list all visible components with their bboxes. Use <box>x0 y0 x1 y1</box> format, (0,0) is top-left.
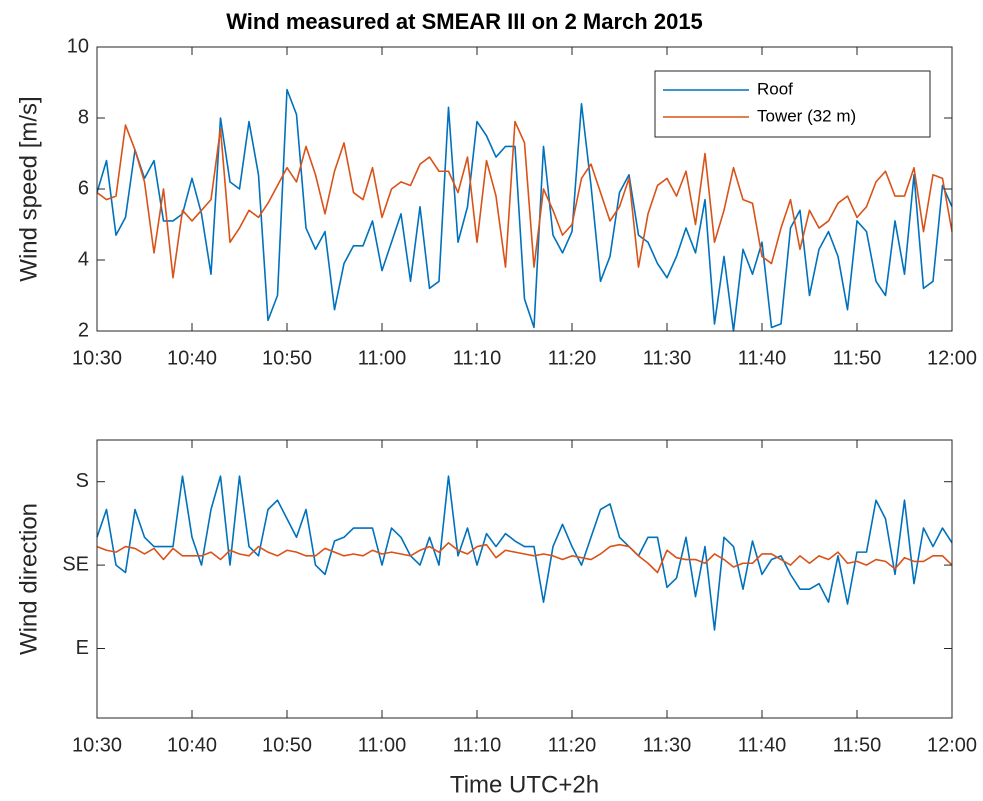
plot-area <box>97 440 952 718</box>
x-axis-label: Time UTC+2h <box>450 771 599 798</box>
x-tick-label: 11:40 <box>738 734 787 756</box>
x-tick-label: 11:50 <box>833 347 882 369</box>
y-axis-label: Wind speed [m/s] <box>15 96 42 281</box>
x-tick-label: 11:10 <box>453 734 502 756</box>
chart-title: Wind measured at SMEAR III on 2 March 20… <box>226 9 703 34</box>
x-tick-label: 11:20 <box>548 347 597 369</box>
axes-box <box>96 439 953 719</box>
y-tick-label: 8 <box>78 106 89 128</box>
y-tick-label: S <box>76 470 89 492</box>
data-line <box>96 542 953 574</box>
legend: Roof Tower (32 m) <box>654 70 931 138</box>
y-tick-label: E <box>76 637 89 659</box>
y-tick-label: 4 <box>78 248 89 270</box>
x-tick-label: 11:00 <box>358 347 407 369</box>
data-line <box>96 475 953 631</box>
x-tick-label: 11:20 <box>548 734 597 756</box>
x-tick-label: 11:30 <box>643 347 692 369</box>
data-line <box>96 88 953 332</box>
y-tick-label: 10 <box>67 35 89 57</box>
legend-box <box>654 70 931 138</box>
x-tick-label: 11:50 <box>833 734 882 756</box>
y-tick-label: 2 <box>78 319 89 341</box>
x-tick-label: 11:30 <box>643 734 692 756</box>
x-tick-label: 10:30 <box>72 734 122 756</box>
x-tick-label: 10:50 <box>262 347 312 369</box>
x-tick-label: 11:00 <box>358 734 407 756</box>
x-tick-label: 10:30 <box>72 347 122 369</box>
y-axis-label: Wind direction <box>15 503 42 655</box>
x-tick-label: 12:00 <box>927 734 977 756</box>
x-tick-label: 11:40 <box>738 347 787 369</box>
x-tick-label: 10:50 <box>262 734 312 756</box>
x-tick-label: 11:10 <box>453 347 502 369</box>
x-tick-label: 10:40 <box>167 347 217 369</box>
x-tick-label: 12:00 <box>927 347 977 369</box>
legend-label: Roof <box>757 79 793 98</box>
x-tick-label: 10:40 <box>167 734 217 756</box>
y-tick-label: 6 <box>78 177 89 199</box>
y-tick-label: SE <box>62 553 89 575</box>
data-line <box>96 120 953 279</box>
legend-label: Tower (32 m) <box>757 106 856 125</box>
